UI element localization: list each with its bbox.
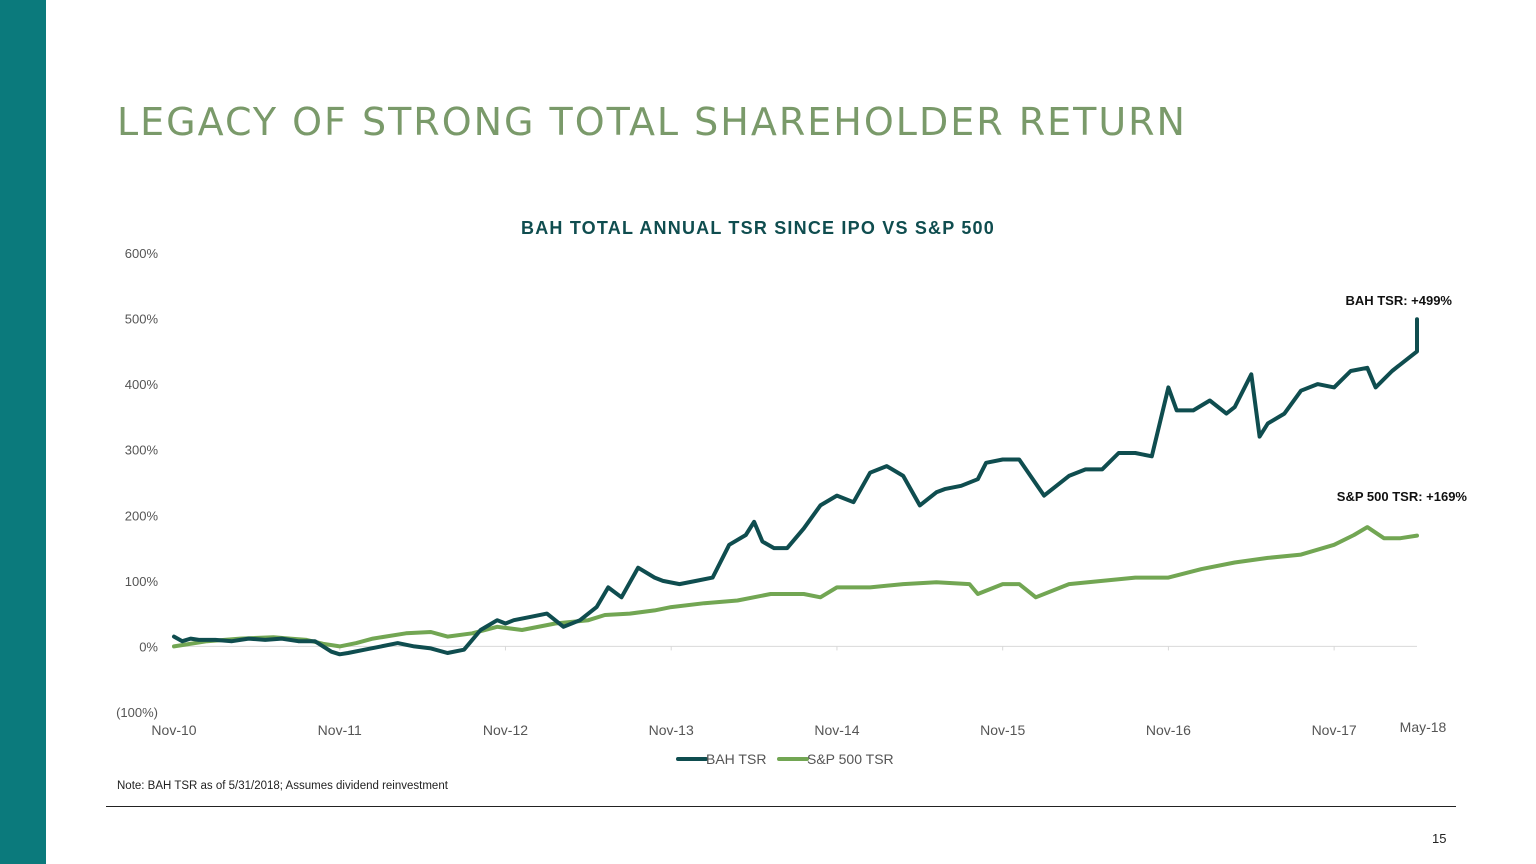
x-tick-label: Nov-12 (483, 722, 528, 738)
x-tick-label: Nov-13 (649, 722, 694, 738)
bah-end-label: BAH TSR: +499% (1345, 293, 1452, 308)
slide-title: LEGACY OF STRONG TOTAL SHAREHOLDER RETUR… (117, 100, 1187, 144)
legend-label: S&P 500 TSR (807, 751, 894, 767)
x-tick-label: Nov-11 (318, 722, 362, 738)
y-tick-label: 0% (139, 639, 158, 654)
x-tick-label: Nov-16 (1146, 722, 1191, 738)
y-tick-label: 100% (125, 574, 159, 589)
footer-divider (106, 806, 1456, 807)
x-tick-label: May-18 (1400, 719, 1447, 735)
chart-title: BAH TOTAL ANNUAL TSR SINCE IPO VS S&P 50… (521, 218, 995, 238)
series-line-s-p-500-tsr (172, 525, 1419, 649)
y-tick-label: 600% (125, 246, 159, 261)
legend-label: BAH TSR (706, 751, 766, 767)
sp500-end-label: S&P 500 TSR: +169% (1337, 489, 1468, 504)
y-tick-label: 200% (125, 508, 159, 523)
footnote: Note: BAH TSR as of 5/31/2018; Assumes d… (117, 780, 448, 792)
y-tick-label: 400% (125, 377, 159, 392)
x-tick-label: Nov-15 (980, 722, 1025, 738)
x-tick-label: Nov-10 (151, 722, 196, 738)
y-tick-label: 500% (125, 312, 159, 327)
y-tick-label: 300% (125, 443, 159, 458)
page-number: 15 (1432, 831, 1447, 846)
x-tick-label: Nov-17 (1312, 722, 1357, 738)
accent-side-bar (0, 0, 46, 864)
series-line-bah-tsr (172, 317, 1419, 657)
y-tick-label: (100%) (116, 705, 158, 720)
x-tick-label: Nov-14 (814, 722, 859, 738)
